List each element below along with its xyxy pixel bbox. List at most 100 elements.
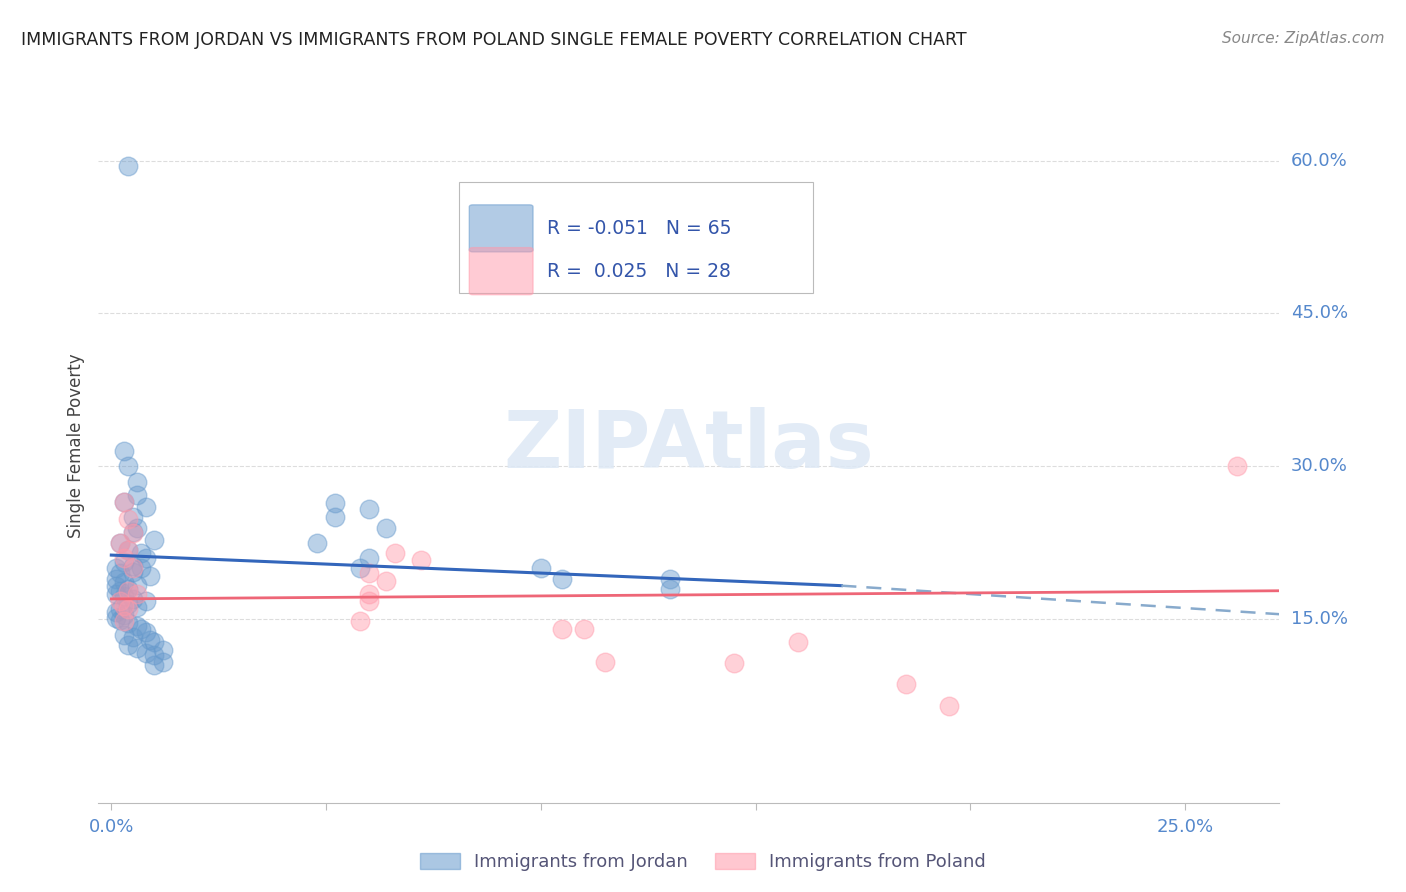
Point [104,587,127,601]
Point [121,524,143,539]
FancyBboxPatch shape [470,248,533,294]
Point [117,616,139,631]
Point [112,495,135,509]
Point [112,551,135,566]
Point [143,648,166,662]
Point [117,597,139,611]
Point [938,698,960,713]
Text: IMMIGRANTS FROM JORDAN VS IMMIGRANTS FROM POLAND SINGLE FEMALE POVERTY CORRELATI: IMMIGRANTS FROM JORDAN VS IMMIGRANTS FRO… [21,31,967,49]
Point [108,602,131,616]
Point [108,536,131,550]
Point [121,566,143,580]
Point [409,553,432,567]
Point [349,561,371,575]
Point [723,656,745,670]
Point [125,619,148,633]
Point [125,520,148,534]
Point [112,608,135,623]
Text: 15.0%: 15.0% [1291,610,1348,628]
Point [104,579,127,593]
Point [117,459,139,474]
Point [307,536,329,550]
Point [894,676,917,690]
Point [375,574,398,588]
Point [135,500,157,515]
Point [787,634,810,648]
Point [121,561,143,575]
Point [104,561,127,575]
Point [1225,459,1247,474]
Point [104,572,127,586]
Point [104,605,127,619]
Point [108,536,131,550]
Point [357,594,380,608]
Point [121,559,143,574]
Point [349,615,371,629]
Point [593,655,616,669]
Point [108,594,131,608]
Point [135,624,157,639]
Point [357,566,380,581]
Point [125,475,148,489]
Point [357,587,380,601]
Y-axis label: Single Female Poverty: Single Female Poverty [66,354,84,538]
Point [135,551,157,566]
Point [143,634,166,648]
Point [112,627,135,641]
Text: Source: ZipAtlas.com: Source: ZipAtlas.com [1222,31,1385,46]
Point [139,569,162,583]
Point [551,572,574,586]
Point [658,582,681,596]
Point [117,602,139,616]
Point [117,543,139,558]
Point [112,615,135,629]
Legend: Immigrants from Jordan, Immigrants from Poland: Immigrants from Jordan, Immigrants from … [413,846,993,879]
Point [384,546,406,560]
Point [112,495,135,509]
Point [112,599,135,613]
Point [125,587,148,601]
Point [125,600,148,615]
Point [125,577,148,591]
Point [121,591,143,606]
Text: 30.0%: 30.0% [1291,458,1347,475]
Point [117,638,139,652]
Point [121,630,143,644]
FancyBboxPatch shape [470,205,533,252]
Point [112,589,135,603]
Point [117,512,139,526]
Point [143,658,166,673]
Point [135,594,157,608]
Point [572,623,595,637]
Point [112,555,135,569]
Text: R = -0.051   N = 65: R = -0.051 N = 65 [547,219,731,238]
Point [131,546,153,560]
Point [112,574,135,589]
Point [121,510,143,524]
Point [658,572,681,586]
Point [357,551,380,566]
Text: 45.0%: 45.0% [1291,304,1348,323]
Point [108,566,131,581]
Point [152,655,174,669]
Point [551,623,574,637]
Point [108,583,131,598]
Point [117,583,139,598]
Point [152,643,174,657]
Text: ZIPAtlas: ZIPAtlas [503,407,875,485]
Point [117,543,139,558]
Point [121,525,143,540]
Point [112,444,135,458]
Point [125,640,148,655]
Point [117,582,139,596]
Point [530,561,553,575]
Point [323,510,346,524]
Point [139,632,162,647]
FancyBboxPatch shape [458,182,813,293]
Point [117,159,139,173]
Point [104,611,127,625]
Point [131,561,153,575]
Point [357,502,380,516]
Point [135,646,157,660]
Point [108,613,131,627]
